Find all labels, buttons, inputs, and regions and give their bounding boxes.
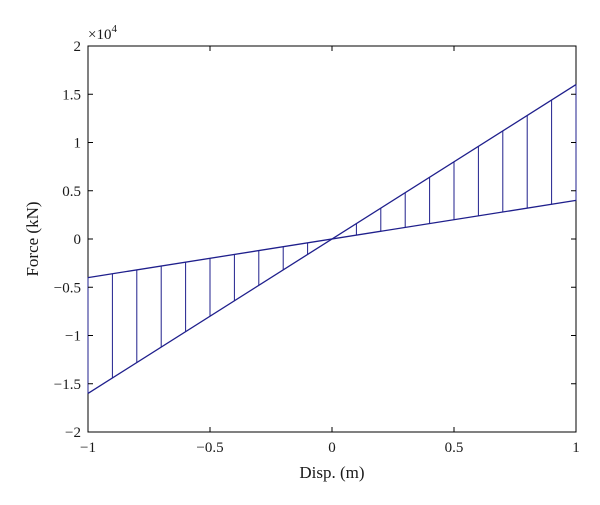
y-axis-ticks: −2 −1.5 −1 −0.5 0 0.5 1 1.5 2 (54, 39, 576, 441)
x-axis-ticks: −1 −0.5 0 0.5 1 (80, 46, 580, 456)
x-tick-label: 1 (572, 440, 580, 456)
y-axis-label: Force (kN) (23, 201, 42, 276)
y-multiplier-label: ×104 (88, 23, 117, 43)
x-tick-label: −1 (80, 440, 96, 456)
y-tick-label: −1.5 (54, 377, 81, 393)
y-tick-label: 0.5 (62, 184, 81, 200)
y-tick-label: −1 (65, 329, 81, 345)
y-tick-label: −2 (65, 425, 81, 441)
series-lines (87, 84, 577, 394)
y-tick-label: −0.5 (54, 280, 81, 296)
y-tick-label: 0 (74, 232, 82, 248)
x-tick-label: 0 (328, 440, 336, 456)
x-tick-label: 0.5 (445, 440, 464, 456)
y-tick-label: 2 (74, 39, 82, 55)
series-line-2 (87, 199, 577, 279)
y-tick-label: 1 (74, 136, 82, 152)
x-axis-label: Disp. (m) (299, 463, 364, 482)
y-tick-label: 1.5 (62, 87, 81, 103)
x-tick-label: −0.5 (196, 440, 223, 456)
hatch-lines (87, 84, 577, 394)
